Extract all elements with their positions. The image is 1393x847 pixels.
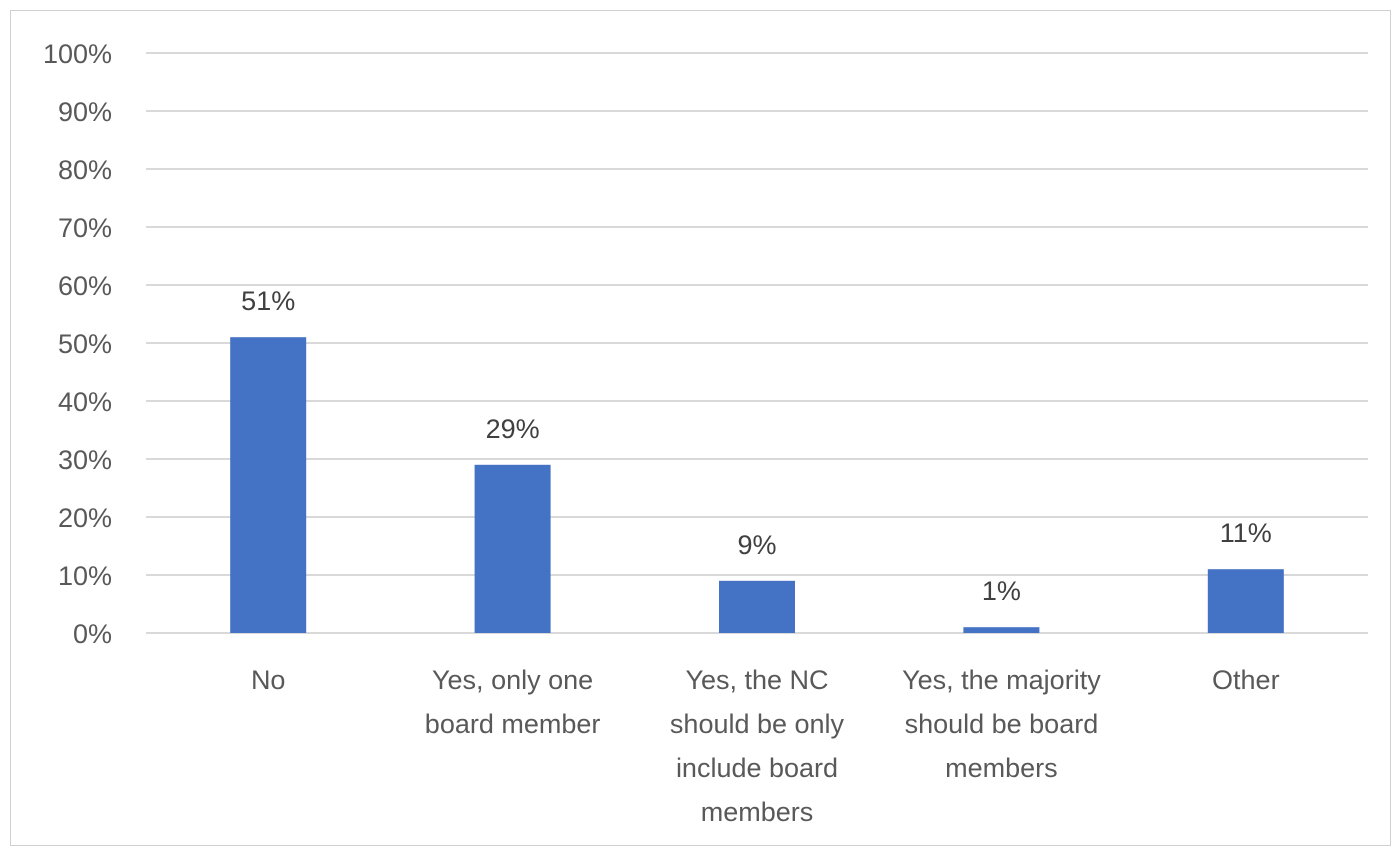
y-tick-label: 20% bbox=[58, 503, 112, 533]
y-tick-label: 90% bbox=[58, 97, 112, 127]
y-tick-label: 40% bbox=[58, 387, 112, 417]
gridlines bbox=[146, 52, 1368, 634]
x-category-label: Yes, the NC should be only include board me… bbox=[670, 665, 845, 827]
y-axis-tick-labels: 0% 10% 20% 30% 40% 50% 60% 70% 80% 90% 100% bbox=[43, 39, 112, 649]
bar bbox=[1207, 569, 1284, 633]
y-tick-label: 10% bbox=[58, 561, 112, 591]
bar bbox=[963, 627, 1040, 633]
y-tick-label: 70% bbox=[58, 213, 112, 243]
x-axis-category-labels: No Yes, only one board member Yes, the NC sh… bbox=[251, 665, 1280, 827]
x-category-label: Other bbox=[1212, 665, 1280, 695]
bars bbox=[230, 337, 1284, 633]
data-label: 1% bbox=[982, 576, 1021, 606]
y-tick-label: 30% bbox=[58, 445, 112, 475]
y-tick-label: 50% bbox=[58, 329, 112, 359]
y-tick-label: 80% bbox=[58, 155, 112, 185]
x-category-label: Yes, the majority should be board members bbox=[902, 665, 1101, 783]
y-tick-label: 0% bbox=[73, 619, 112, 649]
bar bbox=[230, 337, 307, 633]
data-label: 11% bbox=[1220, 518, 1272, 548]
x-category-label: No bbox=[251, 665, 286, 695]
bar bbox=[719, 580, 795, 633]
data-label: 9% bbox=[737, 530, 776, 560]
x-category-label: Yes, only one board member bbox=[425, 665, 601, 739]
bar bbox=[474, 464, 551, 633]
data-labels: 51% 29% 9% 1% 11% bbox=[241, 286, 1272, 606]
y-tick-label: 60% bbox=[58, 271, 112, 301]
data-label: 29% bbox=[486, 414, 540, 444]
y-tick-label: 100% bbox=[43, 39, 112, 69]
data-label: 51% bbox=[241, 286, 295, 316]
